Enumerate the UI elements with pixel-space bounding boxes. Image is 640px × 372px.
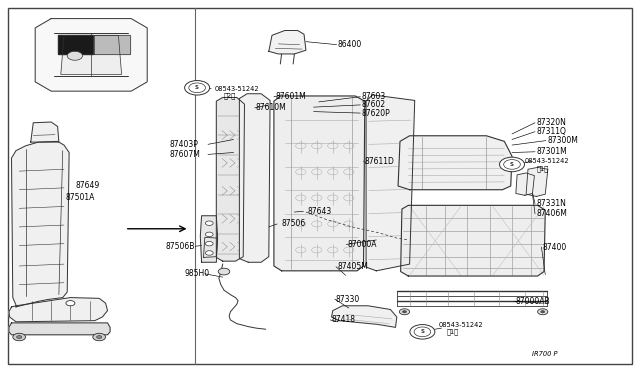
Text: 87400: 87400 [543, 243, 567, 251]
Circle shape [67, 51, 83, 60]
Polygon shape [366, 95, 415, 271]
Circle shape [66, 301, 75, 306]
Polygon shape [274, 96, 365, 271]
Circle shape [17, 336, 22, 339]
Circle shape [538, 309, 548, 315]
Circle shape [205, 251, 213, 255]
Text: 87602: 87602 [362, 100, 386, 109]
Text: IR700 P: IR700 P [532, 351, 558, 357]
Text: 985H0: 985H0 [184, 269, 209, 278]
Circle shape [399, 309, 410, 315]
Text: 87649: 87649 [76, 181, 100, 190]
Text: 86400: 86400 [338, 40, 362, 49]
Polygon shape [269, 31, 306, 54]
Text: 08543-51242: 08543-51242 [438, 322, 483, 328]
Polygon shape [12, 141, 69, 307]
Circle shape [410, 324, 435, 339]
Text: 87506B: 87506B [165, 242, 195, 251]
Polygon shape [9, 298, 108, 322]
Text: S: S [420, 329, 424, 334]
Polygon shape [61, 35, 122, 74]
Polygon shape [58, 35, 93, 54]
Text: S: S [510, 162, 514, 167]
Text: 87320N: 87320N [536, 118, 566, 127]
Circle shape [97, 336, 102, 339]
Text: 87405M: 87405M [337, 262, 368, 271]
Text: 87643: 87643 [307, 207, 332, 216]
Text: 87331N: 87331N [536, 199, 566, 208]
Text: 87300M: 87300M [547, 136, 578, 145]
Circle shape [189, 83, 205, 93]
Polygon shape [526, 167, 548, 196]
Circle shape [504, 160, 520, 169]
Circle shape [403, 311, 406, 313]
Text: 87311Q: 87311Q [536, 127, 566, 136]
Circle shape [205, 241, 213, 246]
Text: 87610M: 87610M [256, 103, 287, 112]
Text: 87611D: 87611D [365, 157, 395, 166]
Text: 08543-51242: 08543-51242 [214, 86, 259, 92]
Text: 87418: 87418 [332, 315, 356, 324]
Polygon shape [401, 205, 545, 276]
Polygon shape [398, 136, 512, 190]
Polygon shape [31, 122, 59, 142]
Polygon shape [332, 306, 397, 327]
Text: 87601M: 87601M [275, 92, 306, 101]
Text: 87301M: 87301M [536, 147, 567, 156]
Text: 。2〃: 。2〃 [224, 92, 236, 99]
Polygon shape [95, 35, 129, 54]
Text: 08543-51242: 08543-51242 [525, 158, 570, 164]
Text: 87603: 87603 [362, 92, 386, 101]
Text: 87403P: 87403P [170, 140, 198, 149]
Circle shape [499, 157, 525, 171]
Text: 。1〃: 。1〃 [447, 328, 459, 335]
Polygon shape [239, 94, 270, 262]
Circle shape [205, 232, 213, 237]
Text: 87506: 87506 [282, 219, 306, 228]
Text: 。1〃: 。1〃 [536, 165, 548, 172]
Circle shape [185, 80, 210, 95]
Text: 87501A: 87501A [66, 193, 95, 202]
Circle shape [414, 327, 431, 337]
Circle shape [205, 221, 213, 225]
Circle shape [13, 333, 26, 341]
Text: 87607M: 87607M [170, 150, 200, 159]
Circle shape [218, 268, 230, 275]
Circle shape [541, 311, 545, 313]
Polygon shape [200, 216, 218, 262]
Text: 87406M: 87406M [536, 209, 567, 218]
Polygon shape [204, 237, 218, 257]
Polygon shape [9, 323, 110, 335]
Text: 87000A: 87000A [348, 240, 377, 249]
Text: 87330: 87330 [336, 295, 360, 304]
Circle shape [93, 333, 106, 341]
Polygon shape [35, 19, 147, 91]
Text: 87000AB: 87000AB [515, 297, 550, 306]
Polygon shape [216, 97, 244, 261]
Text: S: S [195, 85, 199, 90]
Polygon shape [516, 173, 534, 195]
Text: 87620P: 87620P [362, 109, 390, 118]
